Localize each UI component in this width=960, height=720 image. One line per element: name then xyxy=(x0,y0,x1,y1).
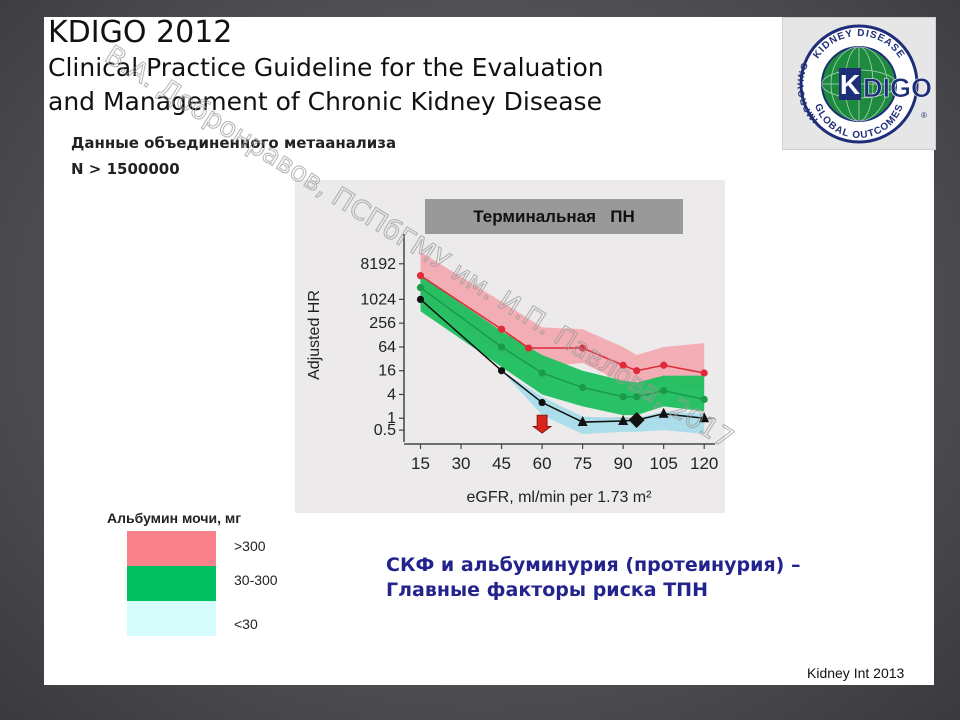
y-tick-label: 1 xyxy=(387,410,396,427)
legend-label-high: >300 xyxy=(234,538,266,554)
conclusion-text: СКФ и альбуминурия (протеинурия) – Главн… xyxy=(386,553,800,603)
data-point-normal xyxy=(497,367,506,375)
x-tick-label: 120 xyxy=(690,454,718,473)
y-tick-label: 4 xyxy=(387,386,396,403)
conclusion-line-1: СКФ и альбуминурия (протеинурия) – xyxy=(386,554,801,576)
y-tick-label: 0.5 xyxy=(374,422,396,439)
chart-svg: Терминальная ПН Adjusted HR eGFR, ml/min… xyxy=(306,199,718,506)
data-point-normal xyxy=(577,416,588,427)
conclusion-line-2: Главные факторы риска ТПН xyxy=(386,579,708,601)
ci-band-normal xyxy=(420,299,705,434)
data-point-normal xyxy=(538,398,546,407)
logo-wordmark: DIGO xyxy=(863,73,932,103)
x-tick-label: 90 xyxy=(614,454,633,473)
legend-swatch-high xyxy=(127,531,216,566)
x-axis-label: eGFR, ml/min per 1.73 m² xyxy=(467,489,653,506)
y-tick-label: 16 xyxy=(378,363,396,380)
data-point-normal xyxy=(618,415,629,426)
data-point-moderate xyxy=(700,395,708,404)
subtitle-sample-size: N > 1500000 xyxy=(71,160,180,178)
ci-band-moderate xyxy=(420,275,705,416)
data-point-high xyxy=(524,344,533,352)
ci-band-high xyxy=(420,251,705,391)
data-point-high xyxy=(416,272,425,280)
chart-title: Терминальная ПН xyxy=(473,207,634,226)
y-tick-label: 1024 xyxy=(360,291,396,308)
x-tick-label: 105 xyxy=(649,454,677,473)
y-tick-label: 8192 xyxy=(360,256,396,273)
slide-title-line-3: and Management of Chronic Kidney Disease xyxy=(48,87,602,116)
data-point-high xyxy=(579,344,587,352)
series-line-high xyxy=(420,275,705,374)
legend-swatch-moderate xyxy=(127,566,216,601)
data-point-moderate xyxy=(660,387,668,395)
esrd-risk-chart: Терминальная ПН Adjusted HR eGFR, ml/min… xyxy=(295,180,725,513)
x-tick-label: 45 xyxy=(492,454,511,473)
reference-point-diamond xyxy=(628,412,645,429)
x-tick-label: 30 xyxy=(452,454,471,473)
data-point-high xyxy=(497,325,506,333)
data-point-high xyxy=(619,361,627,369)
slide-title: KDIGO 2012 xyxy=(48,15,233,50)
series-line-normal xyxy=(420,298,705,423)
legend-label-normal: <30 xyxy=(234,616,258,632)
chart-title-box xyxy=(425,199,683,234)
x-tick-label: 15 xyxy=(411,454,430,473)
slide-title-line-2: Clinical Practice Guideline for the Eval… xyxy=(48,53,604,82)
data-point-moderate xyxy=(538,369,546,377)
data-point-moderate xyxy=(579,383,587,392)
data-point-moderate xyxy=(633,393,641,401)
data-point-normal xyxy=(699,412,710,423)
data-point-normal xyxy=(658,407,669,418)
y-tick-label: 256 xyxy=(369,315,396,332)
slide: KDIGO 2012 Clinical Practice Guideline f… xyxy=(44,15,936,685)
x-tick-label: 60 xyxy=(533,454,552,473)
x-tick-label: 75 xyxy=(573,454,592,473)
legend-swatch-normal xyxy=(127,601,216,636)
y-tick-label: 64 xyxy=(378,339,396,356)
data-point-high xyxy=(660,361,668,369)
subtitle-metaanalysis: Данные объединенного метаанализа xyxy=(71,134,397,152)
legend-title: Альбумин мочи, мг xyxy=(107,510,242,526)
data-point-moderate xyxy=(619,393,627,401)
y-axis-label: Adjusted HR xyxy=(306,290,323,380)
legend-label-moderate: 30-300 xyxy=(234,572,278,588)
logo-wordmark-k: K xyxy=(840,69,860,100)
kdigo-logo: KIDNEY DISEASE GLOBAL OUTCOMES IMPROVING… xyxy=(782,17,936,150)
data-point-high xyxy=(700,369,708,377)
data-point-high xyxy=(633,367,641,375)
logo-registered-mark: ® xyxy=(921,111,927,120)
data-point-moderate xyxy=(497,343,506,351)
series-line-moderate xyxy=(420,286,705,401)
data-point-normal xyxy=(416,295,425,304)
highlight-arrow-egfr-60 xyxy=(531,414,553,434)
data-point-moderate xyxy=(416,283,425,292)
source-citation: Kidney Int 2013 xyxy=(807,665,905,681)
